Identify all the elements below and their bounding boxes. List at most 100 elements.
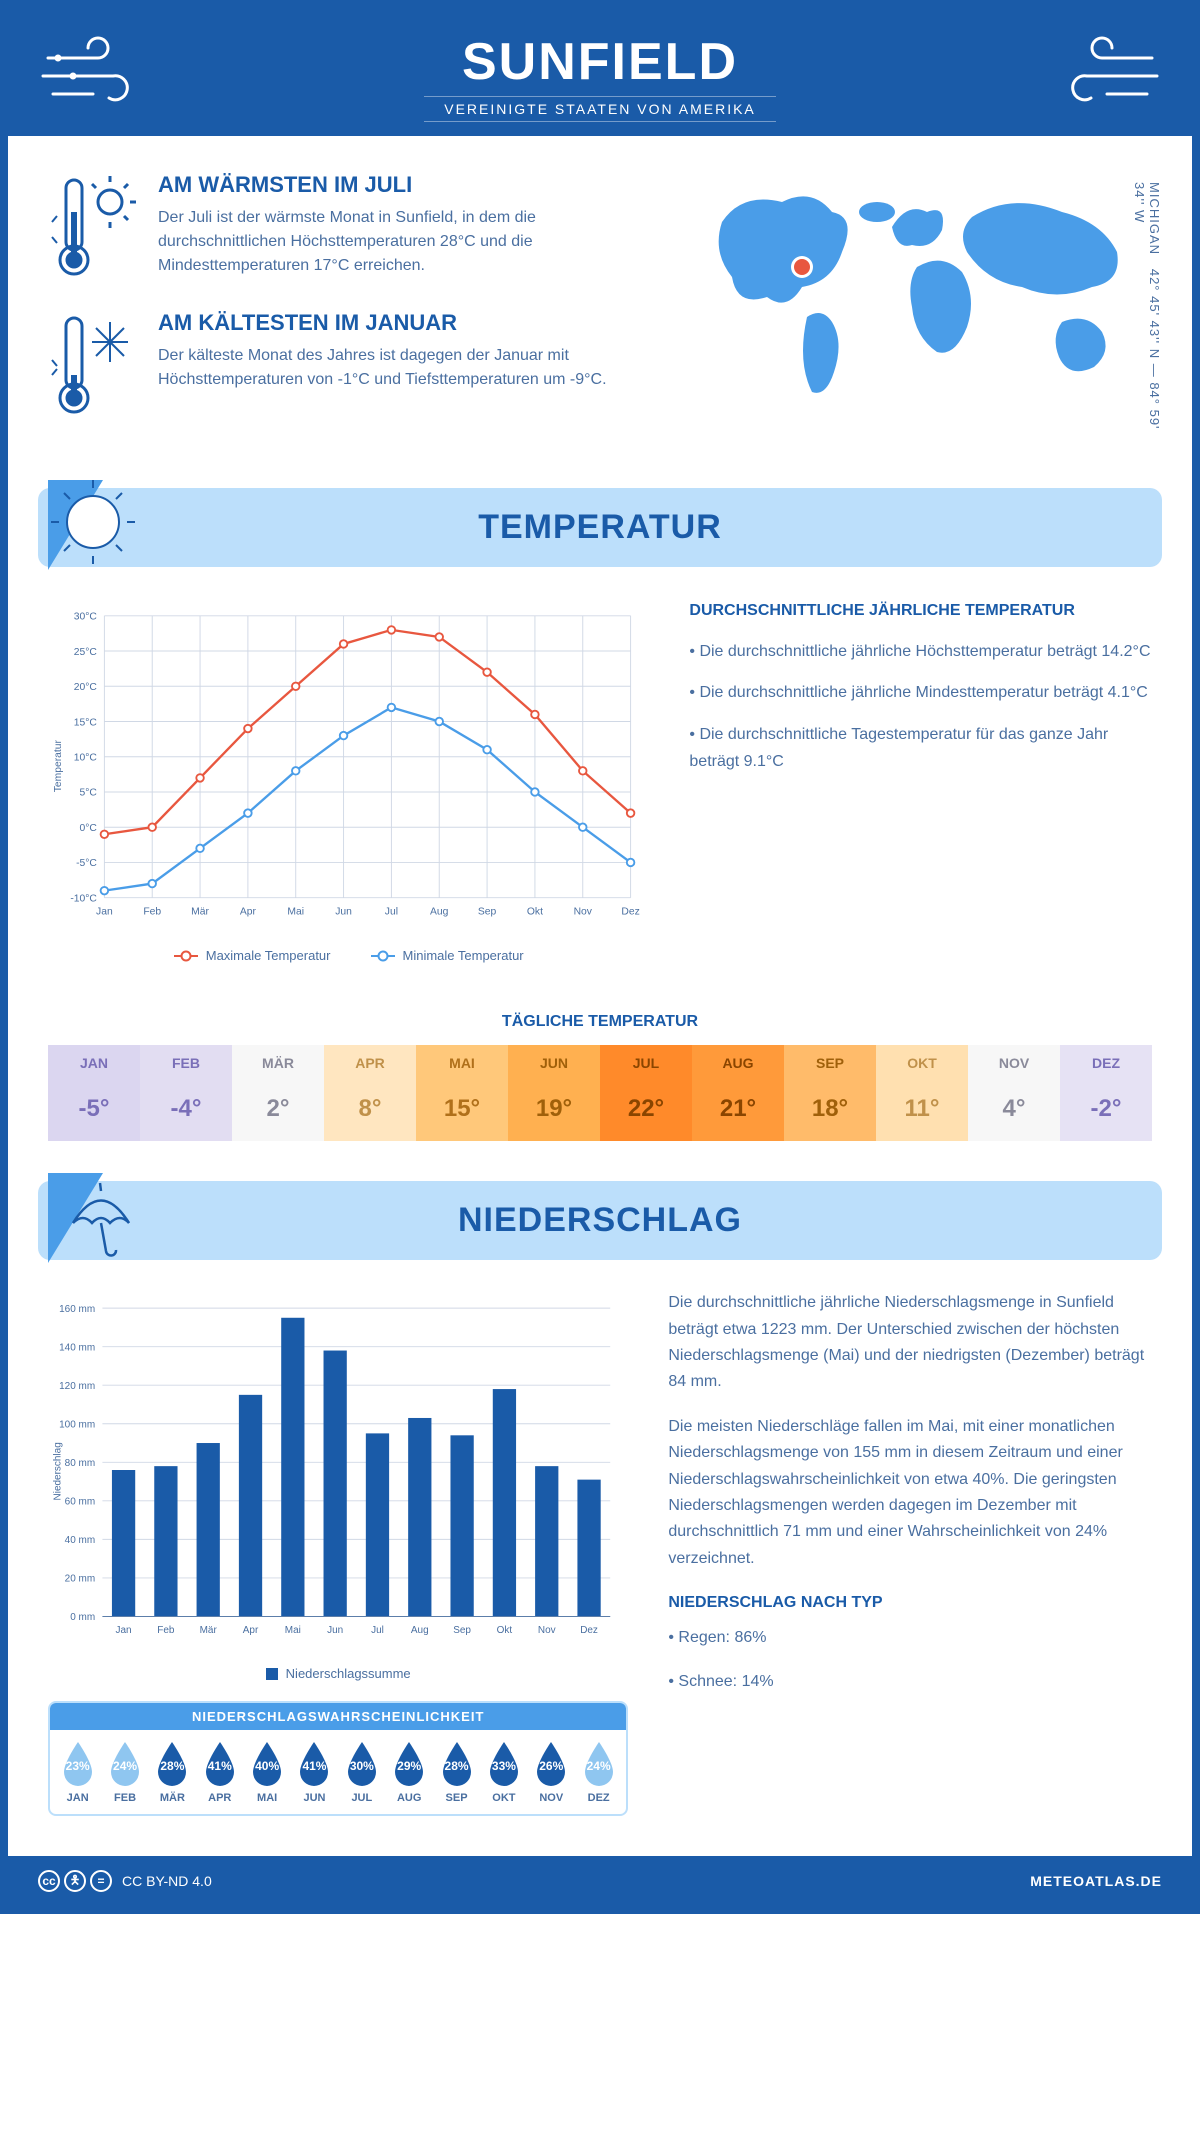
- raindrop-icon: 40%: [248, 1740, 286, 1788]
- daily-temp-title: TÄGLICHE TEMPERATUR: [8, 1013, 1192, 1031]
- raindrop-icon: 41%: [295, 1740, 333, 1788]
- raindrop-icon: 24%: [106, 1740, 144, 1788]
- city-title: SUNFIELD: [8, 32, 1192, 92]
- svg-text:Jul: Jul: [385, 907, 398, 918]
- precip-text: Die durchschnittliche jährliche Niedersc…: [668, 1290, 1152, 1816]
- temp-strip-cell: NOV4°: [968, 1045, 1060, 1141]
- precip-type-title: NIEDERSCHLAG NACH TYP: [668, 1590, 1152, 1616]
- svg-text:30°C: 30°C: [74, 612, 98, 623]
- svg-text:40 mm: 40 mm: [65, 1535, 95, 1546]
- svg-text:Sep: Sep: [478, 907, 497, 918]
- svg-text:Jan: Jan: [116, 1625, 132, 1636]
- coldest-title: AM KÄLTESTEN IM JANUAR: [158, 310, 662, 336]
- daily-temp-strip: JAN-5°FEB-4°MÄR2°APR8°MAI15°JUN19°JUL22°…: [48, 1045, 1152, 1141]
- summary-row: AM WÄRMSTEN IM JULI Der Juli ist der wär…: [8, 136, 1192, 468]
- sun-icon: [48, 480, 148, 580]
- svg-text:Aug: Aug: [411, 1625, 429, 1636]
- wind-icon-right: [1042, 28, 1162, 118]
- svg-text:Temperatur: Temperatur: [53, 739, 64, 792]
- raindrop-icon: 24%: [580, 1740, 618, 1788]
- svg-text:Mär: Mär: [191, 907, 209, 918]
- svg-text:Nov: Nov: [574, 907, 593, 918]
- umbrella-icon: [48, 1173, 148, 1273]
- temp-strip-cell: APR8°: [324, 1045, 416, 1141]
- by-icon: 🯅: [64, 1870, 86, 1892]
- svg-text:20°C: 20°C: [74, 682, 98, 693]
- precip-prob-cell: 26% NOV: [528, 1740, 575, 1804]
- svg-text:20 mm: 20 mm: [65, 1574, 95, 1585]
- precip-section-title: NIEDERSCHLAG: [38, 1201, 1162, 1240]
- svg-text:Apr: Apr: [243, 1625, 259, 1636]
- svg-text:Niederschlag: Niederschlag: [53, 1443, 64, 1501]
- svg-text:Mär: Mär: [200, 1625, 218, 1636]
- temp-sidebar: DURCHSCHNITTLICHE JÄHRLICHE TEMPERATUR •…: [689, 597, 1152, 963]
- precip-type-b2: • Schnee: 14%: [668, 1669, 1152, 1695]
- svg-text:Jun: Jun: [327, 1625, 343, 1636]
- svg-text:Dez: Dez: [621, 907, 639, 918]
- temp-strip-cell: JUN19°: [508, 1045, 600, 1141]
- svg-text:Nov: Nov: [538, 1625, 556, 1636]
- precip-type-b1: • Regen: 86%: [668, 1625, 1152, 1651]
- svg-text:-10°C: -10°C: [70, 893, 97, 904]
- svg-text:-5°C: -5°C: [76, 858, 97, 869]
- temp-strip-cell: DEZ-2°: [1060, 1045, 1152, 1141]
- thermometer-snow-icon: [48, 310, 138, 420]
- header: SUNFIELD VEREINIGTE STAATEN VON AMERIKA: [8, 8, 1192, 136]
- footer-license: cc 🯅 = CC BY-ND 4.0: [38, 1870, 212, 1892]
- svg-text:25°C: 25°C: [74, 647, 98, 658]
- temp-legend: Maximale Temperatur Minimale Temperatur: [48, 948, 649, 963]
- raindrop-icon: 28%: [438, 1740, 476, 1788]
- svg-text:140 mm: 140 mm: [59, 1343, 95, 1354]
- svg-text:80 mm: 80 mm: [65, 1458, 95, 1469]
- svg-text:Jan: Jan: [96, 907, 113, 918]
- precip-prob-cell: 41% APR: [196, 1740, 243, 1804]
- coldest-text: Der kälteste Monat des Jahres ist dagege…: [158, 344, 662, 392]
- footer-site: METEOATLAS.DE: [1030, 1873, 1162, 1889]
- raindrop-icon: 26%: [532, 1740, 570, 1788]
- temp-strip-cell: OKT11°: [876, 1045, 968, 1141]
- world-map-icon: [692, 172, 1152, 412]
- temp-chart-row: -10°C-5°C0°C5°C10°C15°C20°C25°C30°CJanFe…: [8, 567, 1192, 993]
- raindrop-icon: 30%: [343, 1740, 381, 1788]
- temp-bullet: • Die durchschnittliche jährliche Höchst…: [689, 638, 1152, 665]
- temp-bullet: • Die durchschnittliche jährliche Mindes…: [689, 679, 1152, 706]
- svg-text:0 mm: 0 mm: [70, 1612, 95, 1623]
- raindrop-icon: 23%: [59, 1740, 97, 1788]
- precip-prob-cell: 40% MAI: [243, 1740, 290, 1804]
- raindrop-icon: 41%: [201, 1740, 239, 1788]
- precip-legend: Niederschlagssumme: [48, 1666, 628, 1681]
- temp-strip-cell: SEP18°: [784, 1045, 876, 1141]
- map-area: MICHIGAN 42° 45' 43'' N — 84° 59' 34'' W: [692, 172, 1152, 448]
- temp-strip-cell: JAN-5°: [48, 1045, 140, 1141]
- raindrop-icon: 28%: [153, 1740, 191, 1788]
- summary-facts: AM WÄRMSTEN IM JULI Der Juli ist der wär…: [48, 172, 662, 448]
- svg-text:Okt: Okt: [527, 907, 543, 918]
- svg-text:Apr: Apr: [240, 907, 257, 918]
- precip-left: 0 mm20 mm40 mm60 mm80 mm100 mm120 mm140 …: [48, 1290, 628, 1816]
- warmest-text: Der Juli ist der wärmste Monat in Sunfie…: [158, 206, 662, 278]
- svg-text:Mai: Mai: [287, 907, 304, 918]
- precip-bar-chart: 0 mm20 mm40 mm60 mm80 mm100 mm120 mm140 …: [48, 1290, 628, 1653]
- nd-icon: =: [90, 1870, 112, 1892]
- warmest-title: AM WÄRMSTEN IM JULI: [158, 172, 662, 198]
- precip-prob-box: NIEDERSCHLAGSWAHRSCHEINLICHKEIT 23% JAN …: [48, 1701, 628, 1816]
- precip-prob-cell: 24% FEB: [101, 1740, 148, 1804]
- svg-text:Mai: Mai: [285, 1625, 301, 1636]
- temp-chart: -10°C-5°C0°C5°C10°C15°C20°C25°C30°CJanFe…: [48, 597, 649, 963]
- temp-strip-cell: FEB-4°: [140, 1045, 232, 1141]
- svg-text:Jul: Jul: [371, 1625, 384, 1636]
- svg-text:Jun: Jun: [335, 907, 352, 918]
- temp-strip-cell: JUL22°: [600, 1045, 692, 1141]
- svg-text:Sep: Sep: [453, 1625, 471, 1636]
- temp-section-bar: TEMPERATUR: [38, 488, 1162, 567]
- svg-text:60 mm: 60 mm: [65, 1497, 95, 1508]
- temp-section-title: TEMPERATUR: [38, 508, 1162, 547]
- raindrop-icon: 29%: [390, 1740, 428, 1788]
- cc-icons: cc 🯅 =: [38, 1870, 112, 1892]
- svg-text:Feb: Feb: [157, 1625, 175, 1636]
- precip-prob-cell: 30% JUL: [338, 1740, 385, 1804]
- footer: cc 🯅 = CC BY-ND 4.0 METEOATLAS.DE: [8, 1856, 1192, 1906]
- raindrop-icon: 33%: [485, 1740, 523, 1788]
- precip-prob-cell: 23% JAN: [54, 1740, 101, 1804]
- coldest-fact: AM KÄLTESTEN IM JANUAR Der kälteste Mona…: [48, 310, 662, 420]
